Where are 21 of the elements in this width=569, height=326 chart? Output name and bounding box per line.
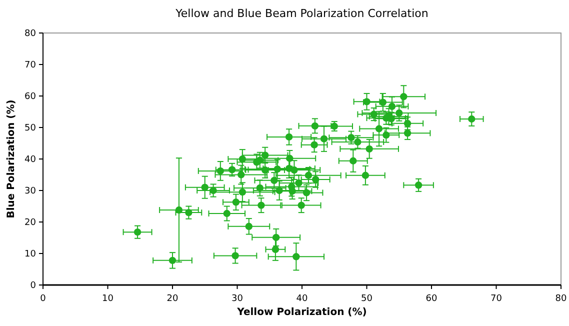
- chart-title: Yellow and Blue Beam Polarization Correlation: [174, 7, 428, 20]
- y-tick-label: 70: [24, 60, 36, 70]
- x-axis-title: Yellow Polarization (%): [236, 307, 367, 318]
- x-tick-label: 0: [40, 294, 46, 304]
- y-tick-label: 0: [30, 281, 36, 291]
- x-tick-label: 40: [296, 294, 308, 304]
- y-tick-label: 10: [24, 250, 36, 260]
- x-tick-label: 10: [102, 294, 114, 304]
- y-tick-label: 60: [24, 92, 36, 102]
- y-axis-title: Blue Polarization (%): [6, 100, 17, 218]
- y-tick-label: 50: [24, 124, 36, 134]
- x-tick-label: 50: [361, 294, 373, 304]
- y-tick-label: 20: [24, 218, 36, 228]
- x-tick-label: 80: [555, 294, 567, 304]
- x-tick-label: 60: [426, 294, 438, 304]
- x-tick-label: 70: [490, 294, 502, 304]
- y-tick-label: 80: [24, 29, 36, 39]
- y-tick-label: 40: [24, 155, 36, 165]
- x-tick-label: 20: [166, 294, 178, 304]
- x-tick-label: 30: [232, 294, 244, 304]
- y-tick-label: 30: [24, 186, 36, 196]
